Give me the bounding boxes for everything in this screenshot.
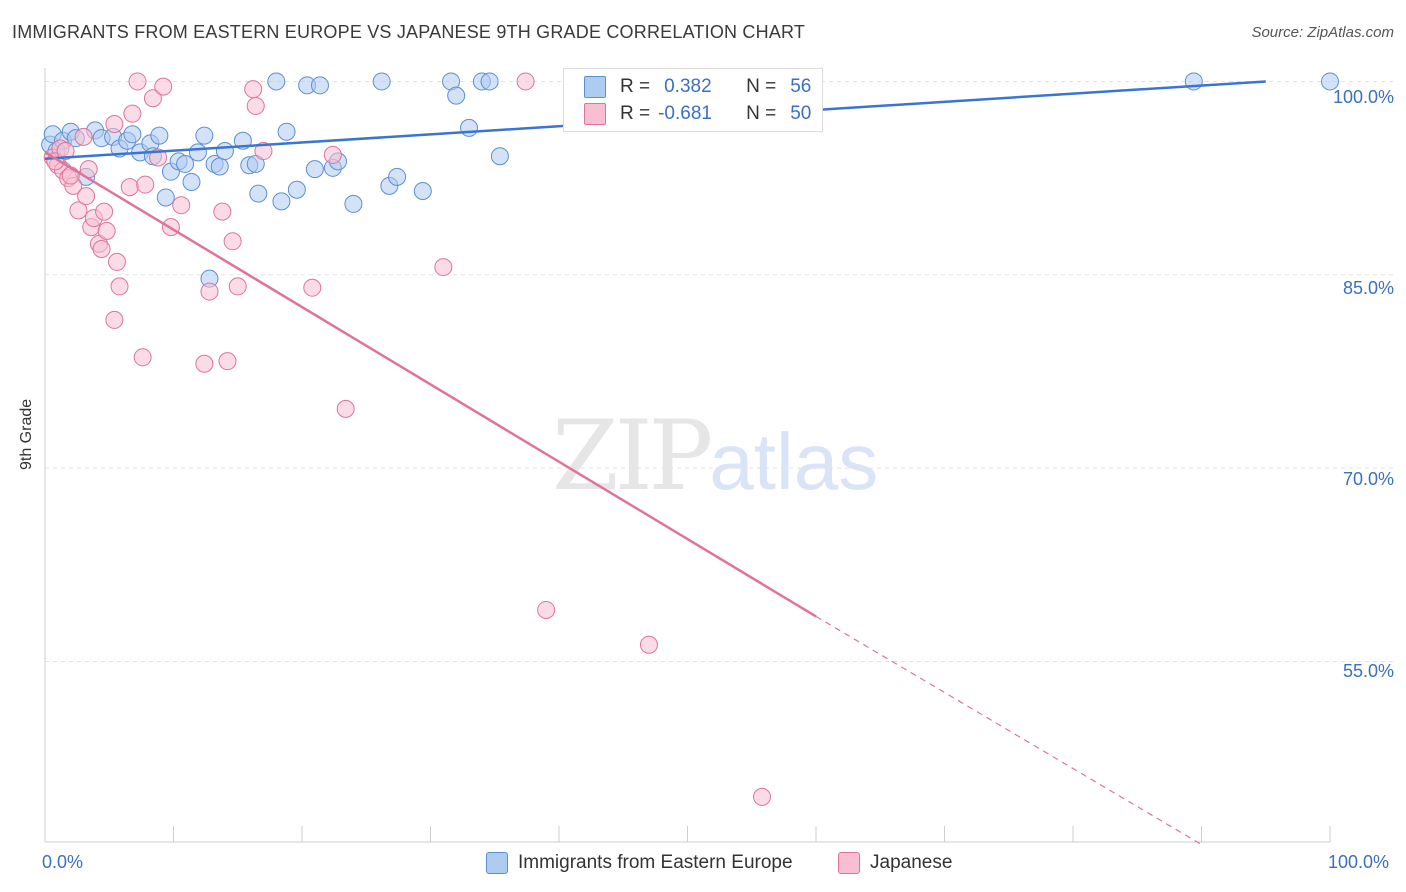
japanese-point bbox=[92, 240, 111, 259]
eastern-europe-point bbox=[413, 182, 432, 201]
bottom-legend-swatch-pink bbox=[838, 852, 860, 874]
legend-n-label: N = bbox=[746, 103, 777, 124]
eastern-europe-point bbox=[182, 172, 201, 191]
eastern-europe-point bbox=[447, 86, 466, 105]
japanese-point bbox=[69, 201, 88, 220]
japanese-point bbox=[133, 348, 152, 367]
source-label: Source: ZipAtlas.com bbox=[1251, 24, 1394, 41]
japanese-point bbox=[128, 72, 147, 91]
eastern-europe-point bbox=[156, 188, 175, 207]
japanese-point bbox=[753, 787, 772, 806]
japanese-point bbox=[303, 278, 322, 297]
japanese-point bbox=[228, 277, 247, 296]
japanese-point bbox=[244, 80, 263, 99]
bottom-legend-japanese: Japanese bbox=[838, 852, 952, 874]
y-tick-label: 70.0% bbox=[1342, 469, 1394, 489]
eastern-europe-point bbox=[388, 167, 407, 186]
japanese-point bbox=[223, 232, 242, 251]
bottom-legend-label: Immigrants from Eastern Europe bbox=[518, 852, 793, 873]
x-tick-label: 0.0% bbox=[42, 852, 84, 872]
eastern-europe-point bbox=[372, 72, 391, 91]
japanese-trend-line bbox=[44, 151, 817, 618]
legend-n-label: N = bbox=[746, 76, 777, 97]
japanese-point bbox=[516, 72, 535, 91]
eastern-europe-point bbox=[123, 125, 142, 144]
japanese-point bbox=[639, 635, 658, 654]
japanese-point bbox=[136, 175, 155, 194]
eastern-europe-point bbox=[480, 72, 499, 91]
japanese-point bbox=[154, 77, 173, 96]
japanese-point bbox=[143, 89, 162, 108]
japanese-point bbox=[123, 104, 142, 123]
legend-swatch-pink bbox=[584, 103, 606, 125]
watermark-zip: ZIP bbox=[552, 400, 713, 512]
japanese-point bbox=[110, 277, 129, 296]
legend-r-label: R = bbox=[620, 76, 651, 97]
legend-row-eastern-europe: R = 0.382 N = 56 bbox=[584, 75, 811, 99]
japanese-point bbox=[336, 399, 355, 418]
legend-r-value: -0.681 bbox=[658, 103, 712, 124]
eastern-europe-point bbox=[267, 72, 286, 91]
eastern-europe-point bbox=[287, 180, 306, 199]
y-tick-label: 85.0% bbox=[1342, 278, 1394, 298]
japanese-point bbox=[77, 187, 96, 206]
bottom-legend-swatch-blue bbox=[486, 852, 508, 874]
legend-r-label: R = bbox=[620, 103, 651, 124]
eastern-europe-point bbox=[249, 184, 268, 203]
japanese-point bbox=[246, 96, 265, 115]
eastern-europe-point bbox=[490, 147, 509, 166]
eastern-europe-point bbox=[310, 76, 329, 95]
eastern-europe-point bbox=[150, 126, 169, 145]
japanese-point bbox=[254, 142, 273, 161]
japanese-point bbox=[218, 352, 237, 371]
y-tick-label: 55.0% bbox=[1342, 661, 1394, 681]
legend-swatch-blue bbox=[584, 76, 606, 98]
eastern-europe-point bbox=[344, 194, 363, 213]
japanese-point bbox=[120, 178, 139, 197]
legend-n-value: 50 bbox=[790, 103, 812, 124]
japanese-point bbox=[56, 142, 75, 161]
japanese-point bbox=[434, 258, 453, 277]
japanese-point bbox=[213, 202, 232, 221]
japanese-point bbox=[105, 114, 124, 133]
watermark: ZIPatlas bbox=[552, 400, 878, 512]
eastern-europe-point bbox=[215, 142, 234, 161]
legend-row-japanese: R = -0.681 N = 50 bbox=[584, 102, 811, 126]
eastern-europe-point bbox=[460, 118, 479, 137]
japanese-point bbox=[107, 252, 126, 271]
eastern-europe-point bbox=[195, 126, 214, 145]
eastern-europe-point bbox=[272, 192, 291, 211]
japanese-point bbox=[149, 148, 168, 167]
japanese-point bbox=[95, 202, 114, 221]
japanese-point bbox=[323, 145, 342, 164]
japanese-point bbox=[537, 600, 556, 619]
eastern-europe-point bbox=[176, 154, 195, 173]
japanese-point bbox=[195, 354, 214, 373]
eastern-europe-point bbox=[1321, 72, 1339, 91]
japanese-point bbox=[97, 221, 116, 240]
eastern-europe-point bbox=[188, 143, 207, 162]
correlation-legend: R = 0.382 N = 56 R = -0.681 N = 50 bbox=[563, 68, 823, 132]
eastern-europe-point bbox=[277, 122, 296, 141]
japanese-point bbox=[105, 310, 124, 329]
legend-n-value: 56 bbox=[790, 76, 812, 97]
japanese-trend-extension bbox=[815, 615, 1202, 846]
legend-r-value: 0.382 bbox=[664, 76, 712, 97]
x-tick-label: 100.0% bbox=[1328, 852, 1390, 872]
japanese-point bbox=[61, 166, 80, 185]
chart-title: IMMIGRANTS FROM EASTERN EUROPE VS JAPANE… bbox=[12, 22, 806, 42]
bottom-legend-label: Japanese bbox=[870, 852, 953, 873]
eastern-europe-point bbox=[305, 160, 324, 179]
japanese-point bbox=[172, 196, 191, 215]
eastern-europe-point bbox=[210, 157, 229, 176]
bottom-legend-eastern-europe: Immigrants from Eastern Europe bbox=[486, 852, 793, 874]
japanese-point bbox=[74, 127, 93, 146]
watermark-atlas: atlas bbox=[709, 417, 879, 506]
y-tick-label: 100.0% bbox=[1332, 87, 1394, 107]
japanese-point bbox=[200, 282, 219, 301]
